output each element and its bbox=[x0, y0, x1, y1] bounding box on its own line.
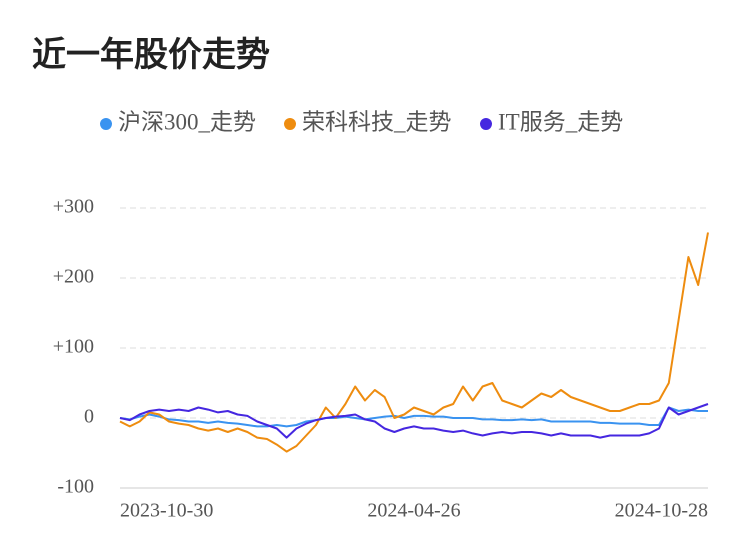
legend-marker bbox=[284, 118, 296, 130]
x-tick-label: 2024-04-26 bbox=[367, 500, 460, 522]
y-tick-label: +200 bbox=[53, 266, 94, 288]
series-line bbox=[119, 403, 709, 439]
legend-marker bbox=[100, 118, 112, 130]
x-tick-label: 2024-10-28 bbox=[615, 500, 708, 522]
y-tick-label: 0 bbox=[84, 406, 94, 428]
y-tick-label: +300 bbox=[53, 196, 94, 218]
legend-label: IT服务_走势 bbox=[498, 109, 623, 134]
legend-marker bbox=[480, 118, 492, 130]
chart-title: 近一年股价走势 bbox=[32, 36, 270, 74]
y-tick-label: -100 bbox=[57, 476, 94, 498]
x-tick-label: 2023-10-30 bbox=[120, 500, 213, 522]
legend-label: 沪深300_走势 bbox=[118, 109, 256, 134]
legend-label: 荣科科技_走势 bbox=[302, 109, 452, 134]
series-line bbox=[119, 232, 709, 453]
series-line bbox=[119, 406, 708, 428]
y-tick-label: +100 bbox=[53, 336, 94, 358]
